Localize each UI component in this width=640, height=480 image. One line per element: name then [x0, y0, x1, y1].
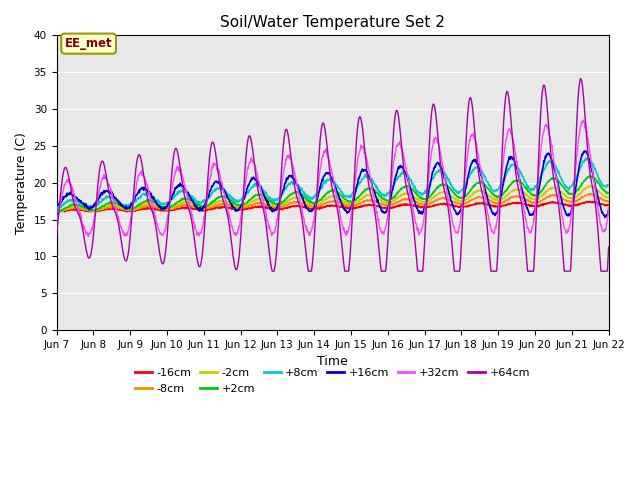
Legend: -16cm, -8cm, -2cm, +2cm, +8cm, +16cm, +32cm, +64cm: -16cm, -8cm, -2cm, +2cm, +8cm, +16cm, +3… [131, 364, 534, 398]
Title: Soil/Water Temperature Set 2: Soil/Water Temperature Set 2 [220, 15, 445, 30]
Text: EE_met: EE_met [65, 37, 113, 50]
Y-axis label: Temperature (C): Temperature (C) [15, 132, 28, 234]
X-axis label: Time: Time [317, 355, 348, 369]
